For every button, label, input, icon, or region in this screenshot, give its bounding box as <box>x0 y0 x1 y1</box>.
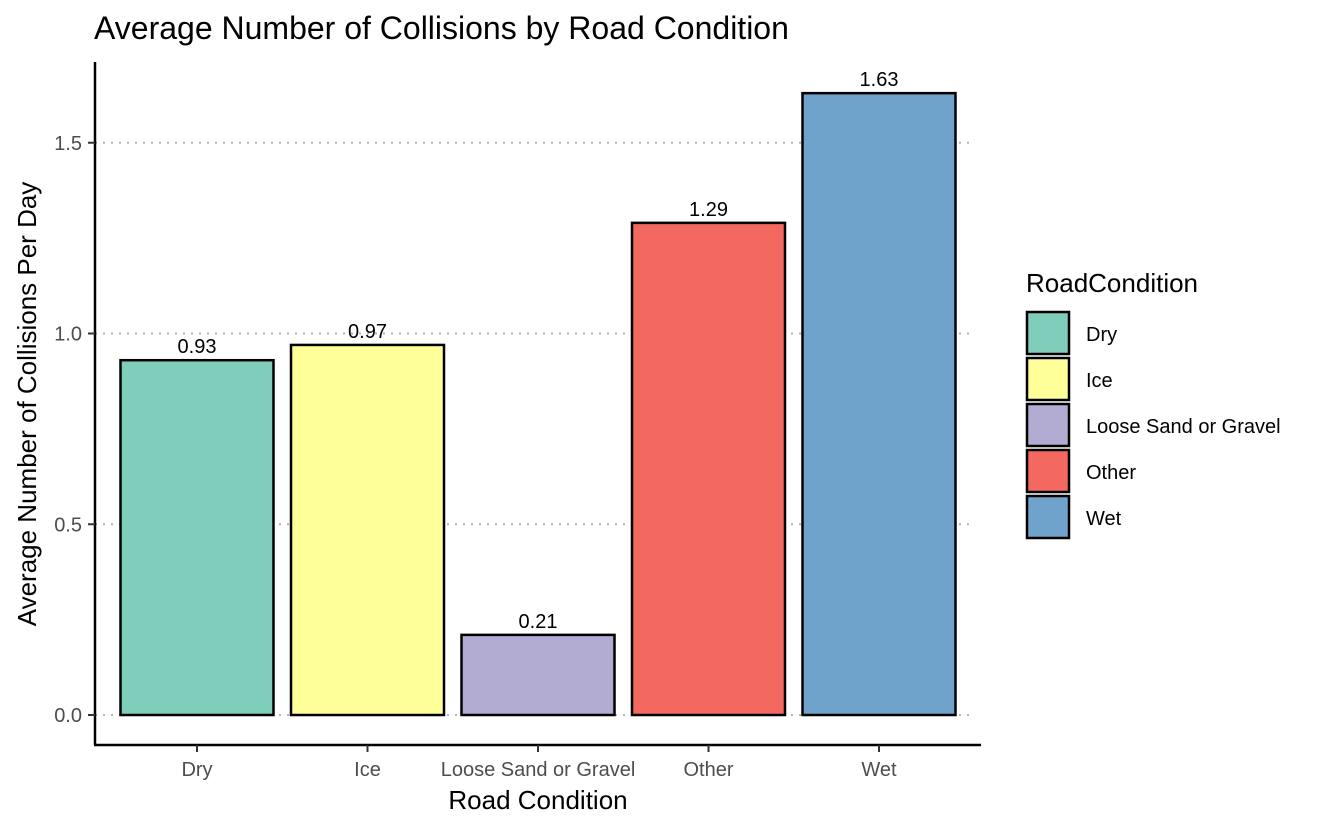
chart-title: Average Number of Collisions by Road Con… <box>94 10 789 46</box>
x-ticks: Dry Ice Loose Sand or Gravel Other Wet <box>181 745 897 781</box>
data-label: 0.97 <box>348 321 387 343</box>
legend-swatch <box>1025 356 1071 402</box>
x-tick-label: Dry <box>181 759 212 781</box>
legend-swatch <box>1025 494 1071 540</box>
x-axis-title: Road Condition <box>448 785 627 815</box>
legend-label: Other <box>1086 462 1136 484</box>
legend-label: Loose Sand or Gravel <box>1086 416 1281 438</box>
y-tick-label: 1.0 <box>54 324 82 346</box>
legend-label: Dry <box>1086 324 1117 346</box>
bar-other <box>630 221 787 717</box>
legend-label: Wet <box>1086 508 1122 530</box>
x-tick-label: Ice <box>354 759 381 781</box>
data-label: 0.21 <box>519 611 558 633</box>
x-tick-label: Loose Sand or Gravel <box>441 759 636 781</box>
legend-label: Ice <box>1086 370 1113 392</box>
data-label: 1.29 <box>689 199 728 221</box>
legend-title: RoadCondition <box>1026 268 1198 298</box>
bar-dry <box>119 358 275 717</box>
y-ticks: 0.0 0.5 1.0 1.5 <box>54 133 95 727</box>
data-labels: 0.93 0.97 0.21 1.29 1.63 <box>178 69 899 633</box>
data-label: 1.63 <box>860 69 899 91</box>
legend-swatch <box>1025 448 1071 494</box>
x-tick-label: Wet <box>861 759 897 781</box>
data-label: 0.93 <box>178 336 217 358</box>
bars <box>119 91 957 717</box>
bar-ice <box>289 343 446 717</box>
bar-wet <box>801 91 957 717</box>
y-axis-title: Average Number of Collisions Per Day <box>12 182 42 627</box>
y-tick-label: 0.5 <box>54 514 82 536</box>
legend-swatch <box>1025 310 1071 356</box>
x-tick-label: Other <box>683 759 733 781</box>
legend: RoadCondition Dry Ice Loose Sand or Gravel… <box>1025 268 1281 540</box>
bar-loose-sand-or-gravel <box>460 633 616 717</box>
y-tick-label: 1.5 <box>54 133 82 155</box>
y-tick-label: 0.0 <box>54 705 82 727</box>
legend-swatch <box>1025 402 1071 448</box>
